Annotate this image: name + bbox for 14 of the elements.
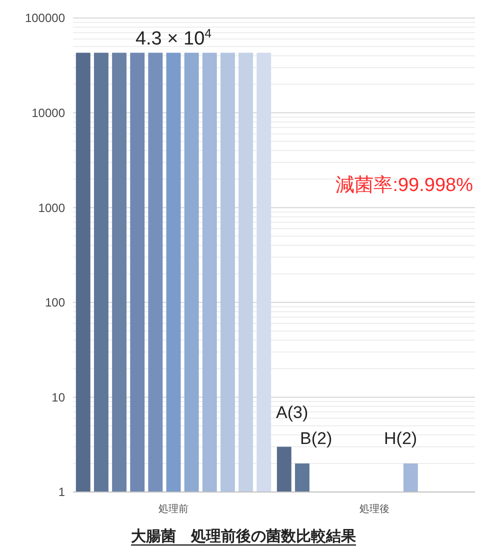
annotation: A(3) <box>276 403 308 422</box>
annotation: 4.3 × 10$^{4}$ <box>135 26 212 50</box>
text: 大腸菌 処理前後の菌数比較結果 <box>131 528 357 545</box>
annotation: 減菌率:99.998% <box>336 174 474 196</box>
y-tick-label: 10 <box>52 390 66 404</box>
y-tick-label: 1 <box>58 485 66 500</box>
y-tick-label: 100000 <box>24 11 66 26</box>
annotation: B(2) <box>300 429 332 448</box>
annotation: H(2) <box>384 429 418 448</box>
x-tick-label: 処理前 <box>158 503 188 515</box>
y-tick-label: 10000 <box>32 106 66 120</box>
y-tick-label: 1000 <box>38 200 66 215</box>
y-tick-label: 100 <box>44 296 66 310</box>
x-tick-label: 処理後 <box>360 503 390 515</box>
